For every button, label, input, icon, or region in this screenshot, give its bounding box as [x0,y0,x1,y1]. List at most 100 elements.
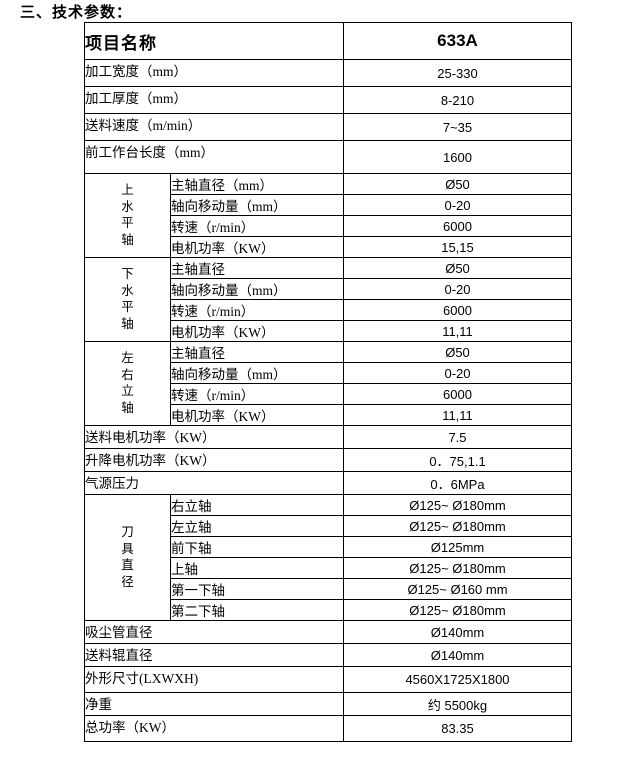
table-row: 总功率（KW） 83.35 [84,715,572,742]
param-value: Ø50 [343,341,572,363]
param-label: 总功率（KW） [84,715,344,742]
param-label: 左立轴 [170,515,344,537]
table-row: 电机功率（KW） 11,11 [85,320,572,342]
table-row: 转速（r/min） 6000 [85,299,572,321]
table-row: 加工宽度（mm） 25-330 [84,59,572,87]
table-row: 左右立轴 主轴直径 Ø50 [84,341,572,426]
param-value: 0-20 [343,362,572,384]
group-label-cutter-diameter: 刀具直径 [84,494,171,621]
param-value: 0．6MPa [343,471,572,495]
table-row: 加工厚度（mm） 8-210 [84,86,572,114]
table-row: 轴向移动量（mm） 0-20 [85,194,572,216]
table-row: 升降电机功率（KW） 0．75,1.1 [84,448,572,472]
param-label: 外形尺寸(LXWXH) [84,666,344,693]
param-label: 主轴直径 [170,341,344,363]
param-label: 轴向移动量（mm） [170,362,344,384]
table-row: 转速（r/min） 6000 [85,383,572,405]
param-value: Ø125~ Ø180mm [343,494,572,516]
param-value: Ø50 [343,257,572,279]
table-row: 上轴 Ø125~ Ø180mm [85,557,572,579]
table-row: 前工作台长度（mm） 1600 [84,140,572,174]
param-label: 前下轴 [170,536,344,558]
table-row: 转速（r/min） 6000 [85,215,572,237]
group-label-text: 左右立轴 [121,350,134,416]
table-row: 外形尺寸(LXWXH) 4560X1725X1800 [84,666,572,693]
header-model: 633A [343,22,572,60]
param-value: 0-20 [343,278,572,300]
table-row: 左立轴 Ø125~ Ø180mm [85,515,572,537]
param-value: 15,15 [343,236,572,258]
param-value: 83.35 [343,715,572,742]
param-label: 加工厚度（mm） [84,86,344,114]
param-label: 右立轴 [170,494,344,516]
table-row: 轴向移动量（mm） 0-20 [85,362,572,384]
param-value: 6000 [343,383,572,405]
param-label: 转速（r/min） [170,299,344,321]
param-value: Ø140mm [343,620,572,644]
param-value: Ø125mm [343,536,572,558]
param-value: 6000 [343,299,572,321]
param-label: 电机功率（KW） [170,236,344,258]
param-value: Ø140mm [343,643,572,667]
param-value: 11,11 [343,320,572,342]
table-row: 刀具直径 右立轴 Ø125~ Ø180mm [84,494,572,621]
param-label: 送料电机功率（KW） [84,425,344,449]
param-label: 上轴 [170,557,344,579]
table-row: 净重 约 5500kg [84,692,572,716]
group-label-upper-horizontal-spindle: 上水平轴 [84,173,171,258]
param-label: 气源压力 [84,471,344,495]
group-label-lower-horizontal-spindle: 下水平轴 [84,257,171,342]
param-value: 0-20 [343,194,572,216]
table-row: 上水平轴 主轴直径（mm） Ø50 [84,173,572,258]
table-header-row: 项目名称 633A [84,22,572,60]
header-item-name: 项目名称 [84,22,344,60]
spec-table: 项目名称 633A 加工宽度（mm） 25-330 加工厚度（mm） 8-210… [84,22,572,742]
group-label-text: 上水平轴 [121,182,134,248]
table-row: 气源压力 0．6MPa [84,471,572,495]
param-label: 净重 [84,692,344,716]
group-label-left-right-vertical-spindle: 左右立轴 [84,341,171,426]
table-row: 送料电机功率（KW） 7.5 [84,425,572,449]
param-label: 主轴直径（mm） [170,173,344,195]
table-row: 下水平轴 主轴直径 Ø50 [84,257,572,342]
param-value: 25-330 [343,59,572,87]
param-value: 0．75,1.1 [343,448,572,472]
param-value: 约 5500kg [343,692,572,716]
param-value: 11,11 [343,404,572,426]
param-label: 吸尘管直径 [84,620,344,644]
param-label: 主轴直径 [170,257,344,279]
table-row: 送料速度（m/min） 7~35 [84,113,572,141]
param-value: 1600 [343,140,572,174]
param-value: Ø125~ Ø180mm [343,557,572,579]
table-row: 吸尘管直径 Ø140mm [84,620,572,644]
section-title: 三、技术参数： [20,4,133,21]
param-label: 第二下轴 [170,599,344,621]
param-label: 前工作台长度（mm） [84,140,344,174]
param-label: 第一下轴 [170,578,344,600]
param-label: 转速（r/min） [170,215,344,237]
param-value: Ø125~ Ø160 mm [343,578,572,600]
table-row: 第一下轴 Ø125~ Ø160 mm [85,578,572,600]
table-row: 送料辊直径 Ø140mm [84,643,572,667]
group-label-text: 下水平轴 [121,266,134,332]
param-value: 6000 [343,215,572,237]
param-value: Ø125~ Ø180mm [343,515,572,537]
param-value: 8-210 [343,86,572,114]
param-label: 轴向移动量（mm） [170,278,344,300]
param-value: Ø125~ Ø180mm [343,599,572,621]
group-label-text: 刀具直径 [121,524,134,590]
param-label: 电机功率（KW） [170,320,344,342]
param-value: 4560X1725X1800 [343,666,572,693]
table-row: 电机功率（KW） 11,11 [85,404,572,426]
param-label: 送料辊直径 [84,643,344,667]
param-label: 轴向移动量（mm） [170,194,344,216]
param-value: 7.5 [343,425,572,449]
param-value: Ø50 [343,173,572,195]
param-label: 转速（r/min） [170,383,344,405]
param-label: 电机功率（KW） [170,404,344,426]
param-label: 送料速度（m/min） [84,113,344,141]
table-row: 电机功率（KW） 15,15 [85,236,572,258]
param-label: 升降电机功率（KW） [84,448,344,472]
param-value: 7~35 [343,113,572,141]
